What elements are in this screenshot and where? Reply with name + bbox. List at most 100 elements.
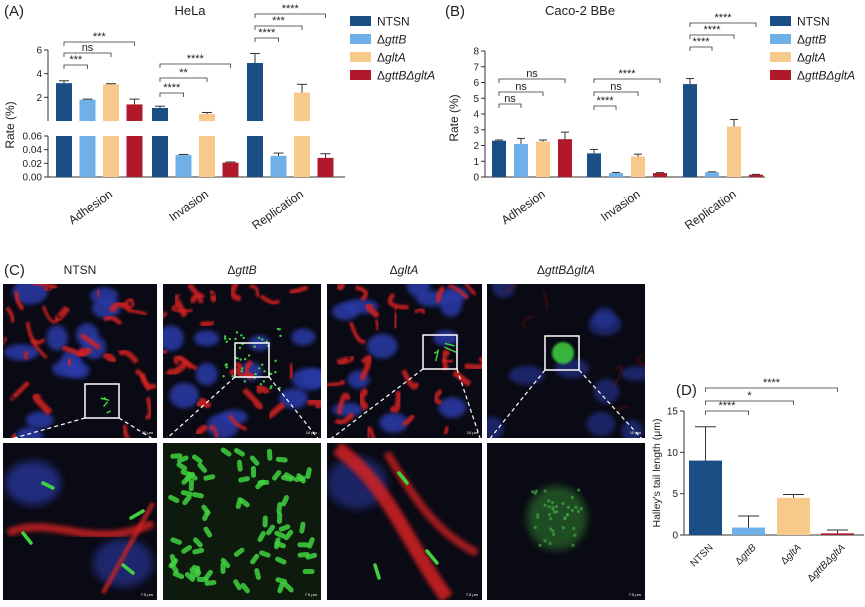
actin-fiber bbox=[121, 424, 130, 438]
bacterium bbox=[572, 526, 576, 531]
legend-swatch bbox=[770, 34, 791, 44]
significance-label: * bbox=[747, 390, 752, 402]
nucleus bbox=[195, 362, 218, 386]
zoom-box bbox=[84, 383, 120, 419]
bacterium bbox=[275, 456, 288, 463]
bacterium bbox=[272, 470, 282, 481]
actin-fiber bbox=[32, 284, 58, 290]
bar bbox=[56, 83, 72, 121]
actin-fiber bbox=[387, 292, 409, 310]
bacterium bbox=[239, 358, 242, 361]
actin-fiber bbox=[383, 450, 479, 557]
zoom-line bbox=[118, 417, 157, 442]
bacterium bbox=[247, 354, 251, 357]
nucleus bbox=[406, 284, 431, 298]
panel-c: (C) NTSN ΔgttB ΔgltA ΔgttBΔgltA 10 μm 10 μm 1… bbox=[3, 262, 645, 600]
bacterium bbox=[550, 501, 555, 505]
nucleus bbox=[379, 412, 409, 433]
bacterium bbox=[278, 524, 291, 532]
column-header-italic: gltA bbox=[398, 263, 419, 277]
actin-fiber bbox=[249, 284, 260, 298]
column-header: ΔgttB bbox=[227, 263, 256, 277]
column-header: ΔgltA bbox=[390, 263, 419, 277]
bacterium bbox=[189, 567, 196, 579]
actin-fiber bbox=[636, 354, 645, 366]
bacterium bbox=[276, 501, 283, 514]
bacterium bbox=[531, 490, 535, 494]
column-header: ΔgttBΔgltA bbox=[537, 263, 595, 277]
actin-fiber bbox=[43, 284, 54, 294]
bacterium bbox=[184, 572, 196, 582]
category-label: Adhesion bbox=[66, 187, 115, 227]
actin-fiber bbox=[163, 348, 167, 356]
bacterium bbox=[196, 577, 209, 583]
nucleus bbox=[12, 284, 48, 305]
significance-bracket bbox=[159, 77, 208, 82]
bacterium bbox=[549, 527, 553, 531]
bacterium bbox=[263, 370, 266, 373]
bar bbox=[126, 104, 143, 121]
bacterium bbox=[240, 370, 243, 373]
bacterium bbox=[579, 507, 583, 511]
actin-fiber bbox=[95, 288, 101, 298]
nucleus bbox=[3, 344, 40, 361]
chart-b-ylabel: Rate (%) bbox=[447, 94, 461, 141]
bacterium bbox=[169, 562, 179, 574]
bacterium bbox=[434, 349, 440, 362]
y-tick-label: 0.06 bbox=[23, 132, 43, 143]
actin-fiber bbox=[122, 297, 135, 307]
bacterium bbox=[561, 502, 565, 506]
zoom-line bbox=[578, 369, 645, 442]
legend-label: ΔgttBΔgltA bbox=[377, 69, 435, 83]
actin-fiber bbox=[22, 350, 30, 361]
panel-label-c: (C) bbox=[4, 262, 25, 279]
y-tick-label: 2 bbox=[473, 141, 479, 152]
nucleus bbox=[492, 284, 515, 299]
bacterium bbox=[305, 467, 312, 479]
actin-fiber bbox=[615, 406, 631, 412]
bacterium bbox=[181, 544, 193, 554]
bar bbox=[689, 460, 722, 535]
bacterium bbox=[546, 499, 551, 503]
bacterium bbox=[305, 552, 318, 560]
significance-bracket bbox=[705, 400, 794, 405]
actin-fiber bbox=[334, 412, 355, 425]
actin-fiber bbox=[9, 380, 30, 401]
actin-fiber bbox=[3, 336, 7, 346]
bacterium bbox=[533, 525, 537, 530]
nucleus bbox=[620, 366, 645, 381]
bar bbox=[587, 153, 601, 177]
bacterium bbox=[276, 511, 283, 524]
panel-d: (D) Halley's tail length (μm) 0 5 10 15 NTSN… bbox=[651, 377, 864, 584]
nucleus bbox=[93, 539, 153, 587]
chart-b-title: Caco-2 BBe bbox=[545, 3, 615, 18]
significance-label: **** bbox=[258, 27, 276, 39]
significance-bracket bbox=[63, 41, 135, 46]
actin-fiber bbox=[448, 284, 469, 300]
bacterium bbox=[547, 512, 552, 517]
bar bbox=[514, 143, 528, 177]
actin-fiber bbox=[357, 387, 370, 411]
bacterium bbox=[307, 537, 315, 549]
actin-fiber bbox=[388, 391, 402, 413]
actin-fiber bbox=[255, 383, 271, 395]
micrograph-zoom: 7.5 μm bbox=[3, 443, 157, 600]
bacterium bbox=[182, 494, 192, 506]
significance-label: **** bbox=[718, 400, 736, 412]
nucleus bbox=[169, 382, 199, 409]
actin-fiber bbox=[139, 372, 157, 390]
significance-label: **** bbox=[163, 82, 181, 94]
bacterium bbox=[397, 471, 409, 485]
bar bbox=[821, 533, 854, 535]
actin-fiber bbox=[194, 423, 209, 436]
significance-bracket bbox=[705, 410, 749, 415]
bacterium bbox=[250, 553, 260, 565]
actin-fiber bbox=[365, 426, 372, 438]
panel-label-d: (D) bbox=[676, 382, 697, 399]
actin-fiber bbox=[173, 355, 198, 371]
y-tick-label: 6 bbox=[473, 78, 479, 89]
bacterium bbox=[543, 489, 547, 493]
bar bbox=[270, 155, 287, 177]
